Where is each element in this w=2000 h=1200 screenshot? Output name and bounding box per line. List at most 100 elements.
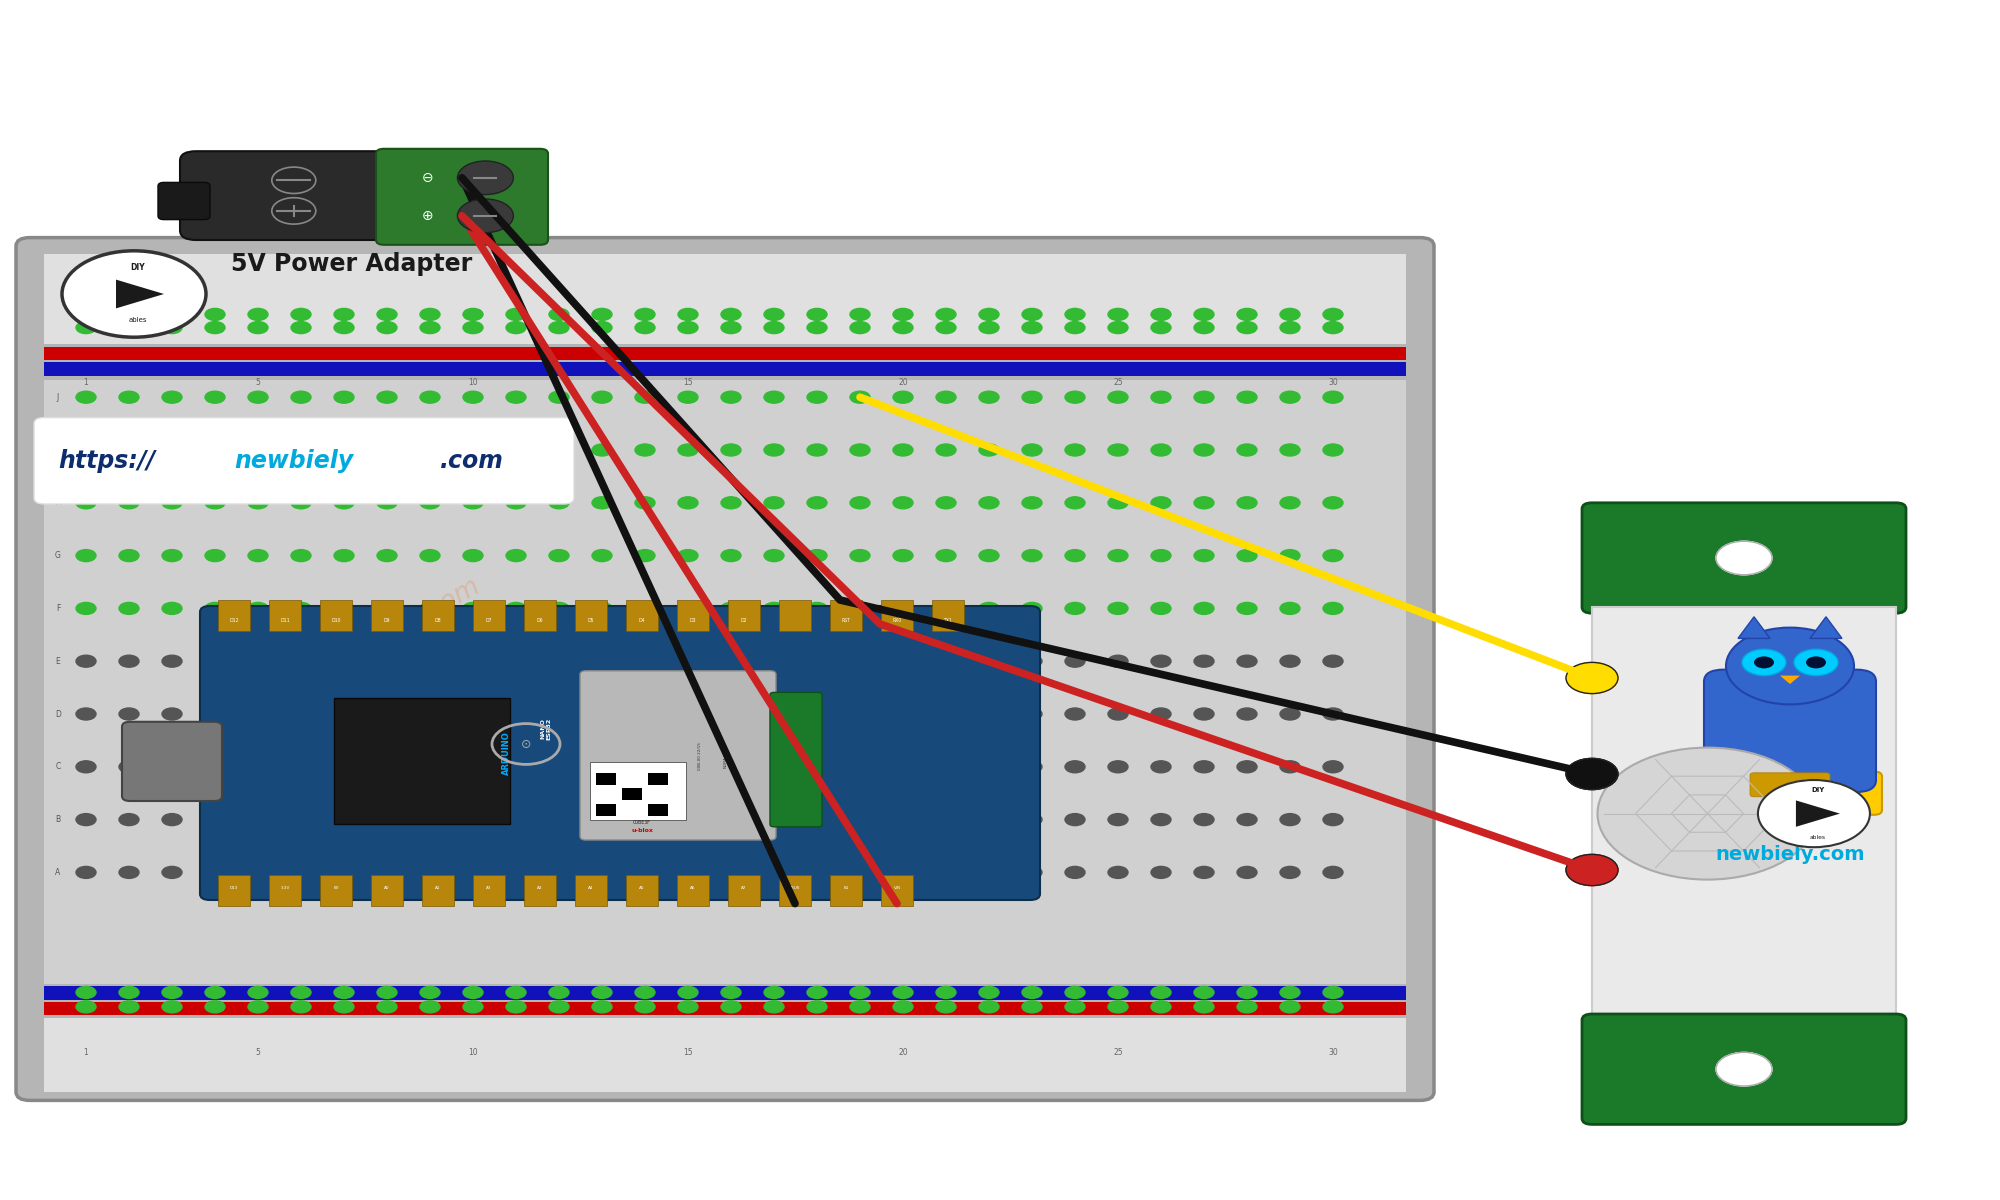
Polygon shape [1780,676,1800,684]
Circle shape [162,550,182,562]
Text: D3: D3 [690,618,696,623]
Circle shape [936,322,956,334]
Circle shape [936,866,956,878]
Bar [576,600,608,631]
Circle shape [1324,391,1344,403]
Circle shape [1152,866,1172,878]
FancyBboxPatch shape [580,671,776,840]
Circle shape [206,391,224,403]
Circle shape [506,814,526,826]
Circle shape [592,391,612,403]
Circle shape [936,814,956,826]
Circle shape [420,602,440,614]
Circle shape [592,550,612,562]
Circle shape [162,391,182,403]
Polygon shape [1738,617,1770,638]
Circle shape [464,497,484,509]
Circle shape [678,602,698,614]
Circle shape [76,814,96,826]
Circle shape [764,761,784,773]
Circle shape [506,322,526,334]
Circle shape [1022,655,1042,667]
Circle shape [634,308,654,320]
Circle shape [892,391,912,403]
Text: 30: 30 [1328,378,1338,388]
Text: ARDUINO: ARDUINO [502,731,510,775]
Circle shape [1236,655,1258,667]
Bar [778,600,812,631]
Circle shape [120,322,140,334]
Circle shape [420,322,440,334]
Circle shape [634,655,654,667]
Circle shape [290,655,310,667]
Circle shape [76,444,96,456]
Bar [596,804,616,816]
Circle shape [978,602,998,614]
Bar [676,600,708,631]
Text: u-blox: u-blox [632,828,652,833]
Circle shape [420,391,440,403]
Text: 10: 10 [468,1048,478,1057]
Text: ⊖: ⊖ [422,170,434,185]
Circle shape [206,497,224,509]
Circle shape [1194,497,1214,509]
Circle shape [1194,444,1214,456]
Circle shape [764,308,784,320]
Circle shape [334,391,354,403]
Circle shape [1064,322,1084,334]
Circle shape [248,814,268,826]
Circle shape [978,308,998,320]
Circle shape [850,497,870,509]
Circle shape [1324,497,1344,509]
Circle shape [1108,322,1128,334]
Circle shape [1566,758,1618,790]
Circle shape [1194,814,1214,826]
Bar [830,875,862,906]
Circle shape [850,391,870,403]
Circle shape [1152,497,1172,509]
Bar [626,875,658,906]
Circle shape [376,444,396,456]
Text: J: J [56,392,60,402]
Circle shape [76,1001,96,1013]
Circle shape [808,322,828,334]
Circle shape [1152,1001,1172,1013]
Circle shape [506,761,526,773]
Bar [880,600,912,631]
Circle shape [764,497,784,509]
Circle shape [592,602,612,614]
Text: B1: B1 [844,886,848,890]
Polygon shape [1796,800,1840,827]
Circle shape [634,322,654,334]
Circle shape [1236,986,1258,998]
Circle shape [850,814,870,826]
Text: newbiely.com: newbiely.com [1716,845,1864,864]
Circle shape [248,708,268,720]
Circle shape [334,322,354,334]
Circle shape [720,444,740,456]
Circle shape [1152,322,1172,334]
Circle shape [548,497,568,509]
Circle shape [1236,391,1258,403]
Circle shape [290,550,310,562]
Bar [474,875,504,906]
Circle shape [464,308,484,320]
Circle shape [808,708,828,720]
Text: ⊕: ⊕ [422,209,434,223]
Circle shape [548,444,568,456]
Circle shape [420,761,440,773]
FancyBboxPatch shape [1582,1014,1906,1124]
Circle shape [978,655,998,667]
Circle shape [1758,780,1870,847]
Circle shape [764,814,784,826]
Circle shape [1794,649,1838,676]
Circle shape [936,1001,956,1013]
Bar [44,1002,1406,1015]
Circle shape [206,866,224,878]
Circle shape [464,550,484,562]
Circle shape [1280,602,1300,614]
Circle shape [248,444,268,456]
Circle shape [764,986,784,998]
Text: 5: 5 [256,378,260,388]
Text: .com: .com [440,449,504,473]
